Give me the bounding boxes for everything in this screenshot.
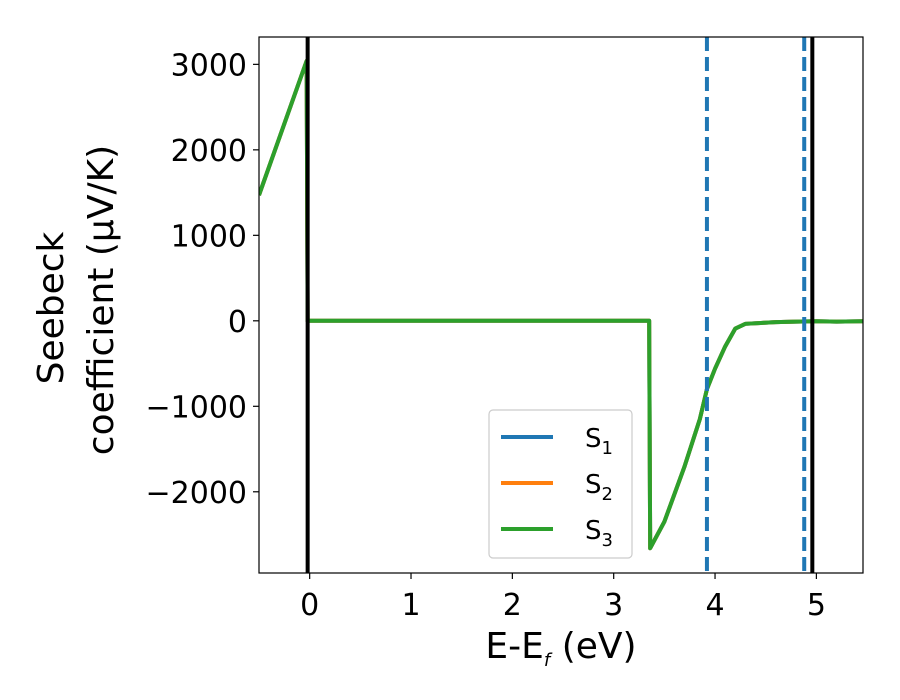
y-tick-label: 1000 (171, 219, 247, 254)
x-tick-label: 3 (604, 588, 623, 623)
y-tick-label: 2000 (171, 134, 247, 169)
x-tick-label: 0 (300, 588, 319, 623)
x-tick-label: 1 (401, 588, 420, 623)
x-tick-label: 2 (503, 588, 522, 623)
plot-frame (258, 36, 864, 574)
y-tick-label: 0 (228, 305, 247, 340)
legend-label-s3: S3 (585, 516, 613, 551)
plot-lines-group (259, 37, 863, 573)
y-tick-label: −1000 (146, 390, 247, 425)
y-tick-label: −2000 (146, 476, 247, 511)
legend-box (488, 409, 633, 559)
x-tick-label: 5 (807, 588, 826, 623)
x-tick-label: 4 (705, 588, 724, 623)
legend-label-s1: S1 (585, 424, 613, 459)
series-line-s3 (259, 58, 863, 551)
y-tick-label: 3000 (171, 48, 247, 83)
y-axis-label-line2: coefficient (μV/K) (81, 145, 122, 455)
y-axis-label-line1: Seebeck (31, 231, 72, 384)
x-axis-label: E-Ef (eV) (485, 626, 636, 671)
legend-label-s2: S2 (585, 470, 613, 505)
